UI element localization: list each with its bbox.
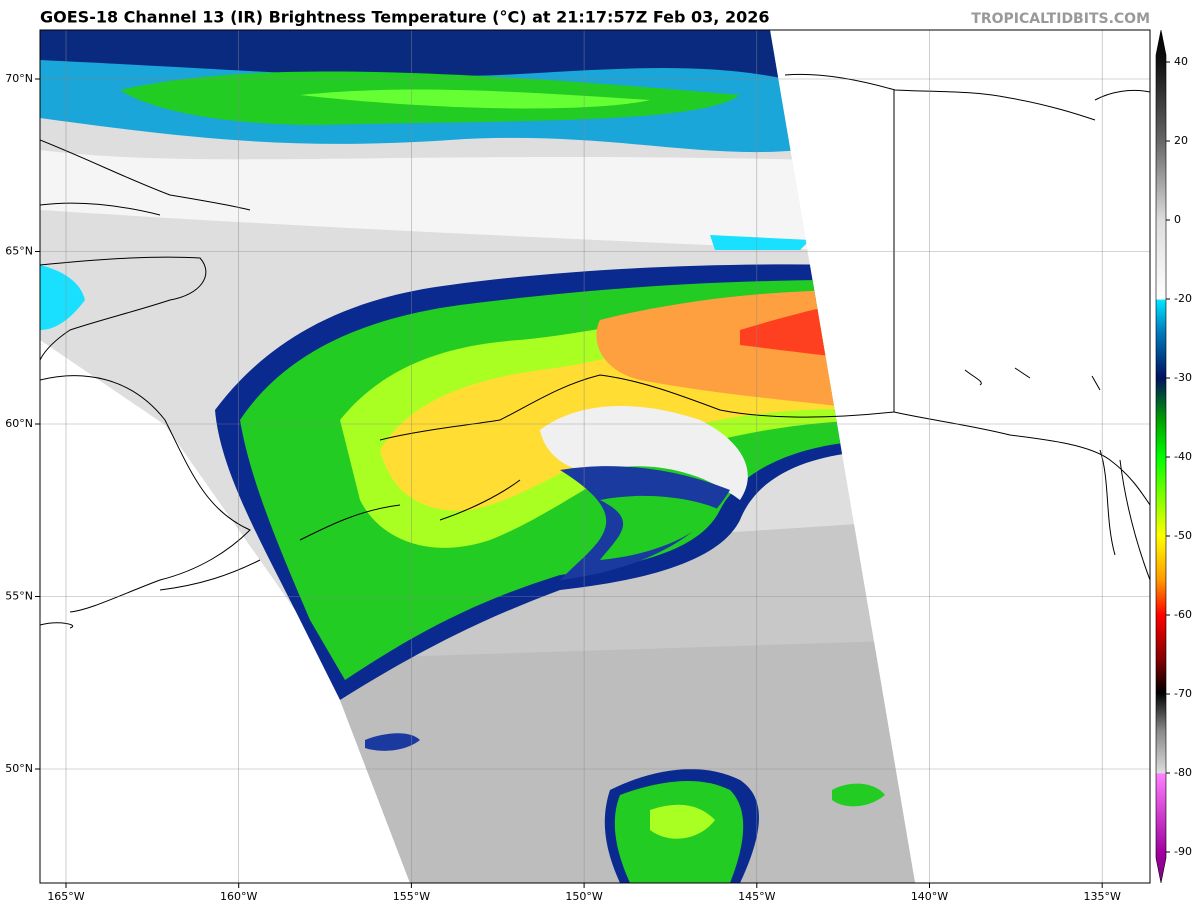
colorbar-label: -70 xyxy=(1174,687,1192,700)
lat-label: 55°N xyxy=(5,590,33,603)
lon-label: 135°W xyxy=(1084,890,1121,903)
coastlines xyxy=(40,73,1150,629)
credit: TROPICALTIDBITS.COM xyxy=(971,11,1150,27)
colorbar-label: -60 xyxy=(1174,608,1192,621)
graticule xyxy=(40,30,1150,883)
colorbar-label: -50 xyxy=(1174,529,1192,542)
lat-label: 70°N xyxy=(5,72,33,85)
lon-label: 140°W xyxy=(911,890,948,903)
colorbar-label: -90 xyxy=(1174,845,1192,858)
satellite-imagery xyxy=(40,30,915,883)
lat-label: 65°N xyxy=(5,245,33,258)
lon-label: 145°W xyxy=(738,890,775,903)
lat-label: 60°N xyxy=(5,417,33,430)
lat-label: 50°N xyxy=(5,762,33,775)
colorbar-label: -80 xyxy=(1174,766,1192,779)
title: GOES-18 Channel 13 (IR) Brightness Tempe… xyxy=(40,8,769,27)
lon-label: 165°W xyxy=(47,890,84,903)
lon-label: 160°W xyxy=(220,890,257,903)
lon-label: 150°W xyxy=(565,890,602,903)
map xyxy=(39,29,1151,884)
colorbar-label: 20 xyxy=(1174,134,1188,147)
colorbar-label: -30 xyxy=(1174,371,1192,384)
colorbar-label: 40 xyxy=(1174,55,1188,68)
map-frame xyxy=(39,29,1151,884)
colorbar-ramp xyxy=(1155,29,1167,884)
colorbar-label: -40 xyxy=(1174,450,1192,463)
colorbar-label: -20 xyxy=(1174,292,1192,305)
colorbar: 40 20 0 -20 -30 -40 -50 -60 -70 -80 -90 xyxy=(1155,29,1192,884)
colorbar-label: 0 xyxy=(1174,213,1181,226)
lon-label: 155°W xyxy=(393,890,430,903)
